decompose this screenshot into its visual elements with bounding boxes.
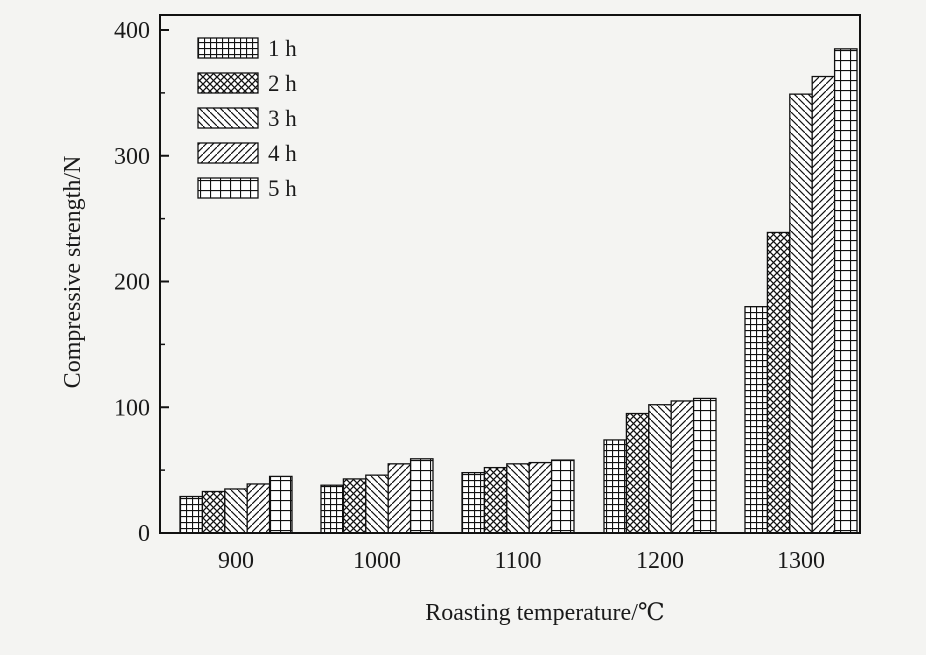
plot-frame [159,14,861,534]
bar-1300-3h [789,93,813,534]
bar-1200-4h [670,400,695,534]
y-tick-label: 400 [114,18,150,44]
x-axis-label: Roasting temperature/℃ [425,600,664,626]
bar-1000-1h [320,484,345,534]
y-tick-label: 0 [138,521,150,547]
y-tick-label: 100 [114,395,150,421]
legend-label: 3 h [268,106,297,131]
bar-1000-3h [365,474,389,534]
bar-1200-3h [648,404,672,534]
legend-label: 5 h [268,176,297,201]
legend-swatch [197,37,259,59]
x-tick-label: 1200 [636,548,684,574]
y-tick-label: 300 [114,144,150,170]
legend-swatch [197,142,259,164]
legend: 1 h 2 h 3 h 4 h 5 h [197,36,297,201]
bar-900-3h [224,488,248,534]
bar-900-5h [268,475,293,534]
bar-1000-4h [387,463,412,534]
y-tick-label: 200 [114,270,150,296]
bar-900-4h [246,483,271,534]
x-tick-label: 1300 [777,548,825,574]
legend-swatch [197,107,259,129]
x-tick-label: 900 [218,548,254,574]
bar-1100-2h [483,466,508,534]
bar-1300-4h [811,75,836,534]
legend-swatch [197,177,259,199]
bar-1300-5h [833,48,858,534]
bar-1200-1h [603,439,628,534]
y-axis-label: Compressive strength/N [60,156,86,389]
bar-1300-1h [744,305,769,534]
legend-label: 4 h [268,141,297,166]
bar-1000-2h [342,478,367,534]
bar-900-1h [179,495,204,534]
bar-1100-3h [506,463,530,534]
bar-1100-4h [528,461,553,534]
bar-1000-5h [409,458,434,534]
x-axis: 900 1000 1100 1200 1300 [218,548,825,574]
bar-1200-2h [625,412,650,534]
x-tick-label: 1100 [494,548,541,574]
x-tick-label: 1000 [353,548,401,574]
bar-1100-5h [550,459,575,534]
bar-900-2h [201,490,226,534]
y-axis: 0 100 200 300 400 [114,18,169,547]
bar-1100-1h [461,471,486,534]
legend-label: 1 h [268,36,297,61]
bar-1200-5h [692,397,717,534]
legend-label: 2 h [268,71,297,96]
legend-swatch [197,72,259,94]
bars-group [179,48,858,534]
bar-1300-2h [766,231,791,534]
